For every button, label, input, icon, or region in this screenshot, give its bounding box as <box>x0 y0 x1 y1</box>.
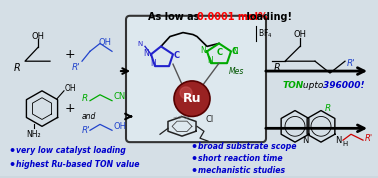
Text: •: • <box>190 154 197 164</box>
Text: N: N <box>232 47 238 56</box>
FancyBboxPatch shape <box>126 16 266 142</box>
Text: R': R' <box>71 63 80 72</box>
Circle shape <box>180 87 192 99</box>
Text: NH₂: NH₂ <box>27 130 41 139</box>
Text: short reaction time: short reaction time <box>198 154 283 163</box>
Text: C: C <box>232 47 238 56</box>
Text: TON: TON <box>283 81 304 90</box>
Text: R: R <box>325 104 331 113</box>
Text: OH: OH <box>99 38 112 46</box>
Text: 396000!: 396000! <box>323 81 365 90</box>
Text: and: and <box>82 112 96 121</box>
Text: Mes: Mes <box>229 67 244 76</box>
Text: OH: OH <box>31 32 45 41</box>
Text: CN: CN <box>113 92 125 101</box>
Text: As low as: As low as <box>148 12 203 22</box>
Text: broad substrate scope: broad substrate scope <box>198 142 296 151</box>
Text: •: • <box>8 146 15 156</box>
Text: very low catalyst loading: very low catalyst loading <box>16 146 126 155</box>
Text: N: N <box>200 46 206 55</box>
Circle shape <box>174 81 210 116</box>
Text: H: H <box>342 141 347 147</box>
Text: N: N <box>302 136 308 145</box>
Text: •: • <box>190 166 197 176</box>
Text: N: N <box>143 49 149 58</box>
Text: +: + <box>65 102 75 115</box>
Text: •: • <box>190 142 197 152</box>
Text: OH: OH <box>293 30 307 39</box>
Text: highest Ru-based TON value: highest Ru-based TON value <box>16 160 139 169</box>
Text: upto: upto <box>300 81 326 90</box>
Text: N: N <box>207 56 213 65</box>
Text: loading!: loading! <box>243 12 292 22</box>
Text: R': R' <box>365 134 373 143</box>
Text: mechanistic studies: mechanistic studies <box>198 166 285 175</box>
Text: N: N <box>150 59 156 68</box>
Text: C: C <box>217 48 223 57</box>
Text: Ru: Ru <box>183 92 201 105</box>
Text: R: R <box>82 94 88 103</box>
Text: Cl: Cl <box>206 114 214 124</box>
Text: OH: OH <box>113 122 126 131</box>
Text: N: N <box>335 136 341 145</box>
Text: R': R' <box>347 59 356 68</box>
Text: +: + <box>65 48 75 61</box>
Text: R': R' <box>82 126 91 135</box>
Text: OH: OH <box>65 84 77 93</box>
Text: N: N <box>138 41 143 47</box>
Text: C: C <box>174 51 180 60</box>
Text: •: • <box>8 160 15 170</box>
Text: 0.0001 mol%: 0.0001 mol% <box>197 12 268 22</box>
Text: R: R <box>13 63 20 73</box>
Text: $\mathregular{BF_4}$: $\mathregular{BF_4}$ <box>258 28 273 40</box>
Text: R: R <box>273 63 280 73</box>
